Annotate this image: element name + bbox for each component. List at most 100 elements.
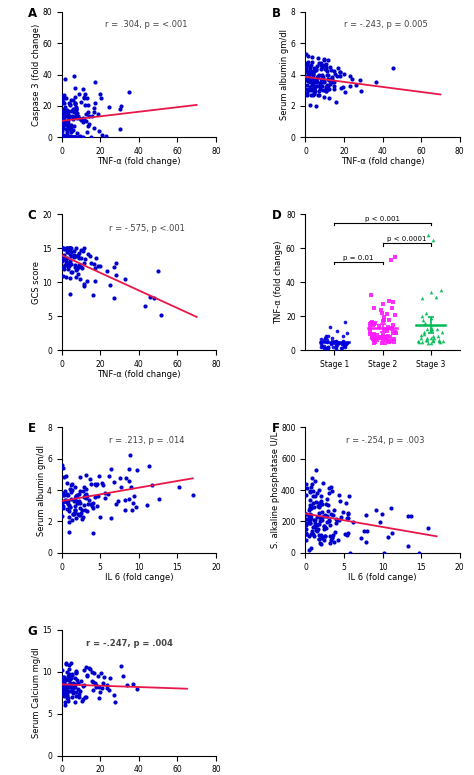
- Point: [339, 335, 347, 347]
- Point: [67, 247, 74, 260]
- Point: [311, 474, 319, 487]
- Point: [302, 83, 310, 95]
- Point: [61, 109, 69, 121]
- Point: [345, 491, 353, 503]
- Point: [352, 78, 360, 91]
- Point: [64, 131, 71, 143]
- Point: [68, 126, 75, 138]
- Point: [322, 84, 330, 97]
- Point: [59, 112, 67, 124]
- Point: [74, 268, 82, 281]
- Point: [61, 264, 68, 276]
- Point: [61, 243, 68, 255]
- X-axis label: TNF-α (fold change): TNF-α (fold change): [341, 157, 424, 167]
- Point: [304, 50, 312, 62]
- Point: [340, 340, 347, 353]
- Point: [81, 491, 88, 504]
- Point: [305, 504, 313, 516]
- Point: [63, 246, 71, 258]
- Point: [322, 330, 329, 343]
- X-axis label: IL 6 (fold cange): IL 6 (fold cange): [348, 573, 417, 582]
- Text: D: D: [272, 209, 281, 222]
- Point: [61, 131, 68, 143]
- Point: [64, 692, 71, 704]
- Point: [335, 514, 343, 526]
- Point: [438, 284, 445, 296]
- Point: [77, 131, 85, 143]
- Point: [86, 473, 94, 485]
- Point: [306, 64, 313, 77]
- Point: [94, 109, 101, 121]
- Point: [63, 252, 71, 264]
- Point: [60, 116, 67, 129]
- Point: [81, 279, 88, 291]
- Point: [430, 332, 438, 344]
- Point: [64, 114, 72, 126]
- Point: [388, 526, 396, 539]
- Point: [63, 477, 71, 489]
- Point: [427, 312, 435, 324]
- Point: [307, 502, 315, 515]
- Point: [428, 322, 436, 335]
- Point: [83, 91, 91, 104]
- Point: [339, 330, 346, 343]
- Point: [88, 498, 95, 511]
- Point: [310, 69, 317, 81]
- Point: [309, 496, 317, 508]
- Point: [88, 500, 96, 512]
- Point: [144, 499, 151, 512]
- Point: [64, 126, 71, 138]
- Point: [336, 495, 344, 508]
- Point: [59, 105, 67, 117]
- Text: G: G: [27, 625, 37, 638]
- Point: [62, 255, 70, 267]
- Point: [61, 682, 69, 694]
- Point: [58, 685, 66, 698]
- Point: [388, 322, 395, 334]
- Text: r = -.254, p = .003: r = -.254, p = .003: [346, 436, 425, 445]
- Point: [67, 657, 74, 670]
- Point: [66, 245, 73, 257]
- Point: [71, 131, 78, 143]
- Point: [305, 514, 312, 526]
- Point: [65, 109, 73, 122]
- Point: [324, 69, 331, 81]
- Point: [318, 506, 325, 518]
- Point: [313, 75, 320, 88]
- Point: [61, 683, 69, 695]
- Point: [102, 129, 110, 142]
- Point: [61, 112, 68, 124]
- Point: [126, 85, 133, 98]
- Point: [88, 131, 95, 143]
- Point: [333, 69, 340, 81]
- Point: [318, 495, 325, 508]
- Point: [333, 512, 340, 525]
- Point: [70, 251, 77, 264]
- Point: [69, 508, 77, 520]
- Point: [328, 485, 336, 498]
- Point: [319, 84, 327, 96]
- Point: [346, 70, 354, 82]
- Point: [369, 319, 377, 331]
- Point: [79, 112, 86, 124]
- Point: [64, 498, 72, 510]
- Point: [77, 470, 84, 483]
- Point: [313, 525, 321, 537]
- Point: [313, 74, 320, 87]
- Point: [103, 679, 111, 691]
- X-axis label: TNF-α (fold change): TNF-α (fold change): [97, 370, 181, 379]
- Point: [356, 74, 364, 87]
- Point: [117, 102, 124, 115]
- Point: [71, 505, 78, 517]
- Point: [75, 691, 83, 703]
- Point: [310, 88, 318, 100]
- Point: [433, 323, 441, 336]
- Point: [336, 70, 344, 82]
- Point: [128, 504, 136, 516]
- Point: [59, 131, 66, 143]
- Point: [339, 506, 347, 518]
- Point: [65, 505, 73, 517]
- Point: [72, 481, 79, 494]
- Point: [70, 249, 77, 261]
- Point: [422, 334, 430, 346]
